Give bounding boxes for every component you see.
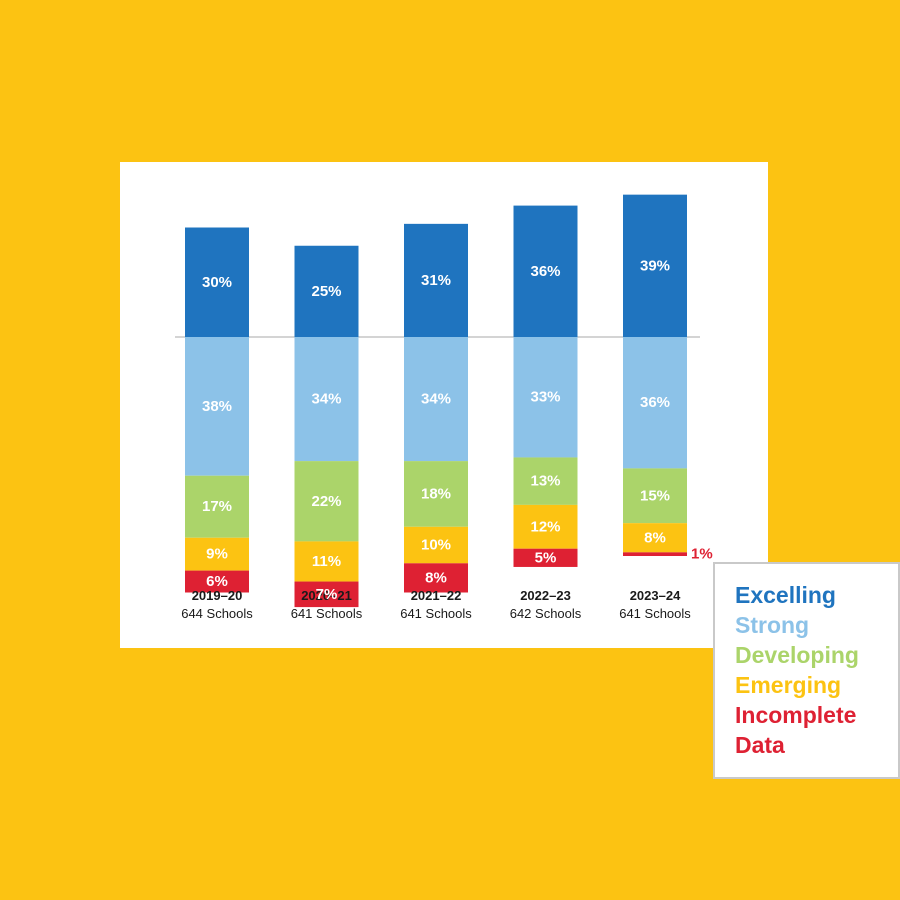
x-tick-sublabel: 644 Schools [181, 606, 253, 621]
bar-excelling-2022–23 [513, 205, 578, 337]
data-label-developing-2022–23: 13% [530, 473, 560, 490]
bar-developing-2020–21 [294, 461, 359, 542]
legend-item-data: Data [735, 732, 785, 758]
data-label-emerging-2021–22: 10% [421, 537, 451, 554]
data-label-incomplete-data-2019–20: 6% [206, 573, 228, 590]
bar-incomplete-data-2022–23 [513, 548, 578, 567]
bar-developing-2021–22 [404, 461, 468, 527]
x-tick-sublabel: 641 Schools [291, 606, 363, 621]
bar-emerging-2020–21 [294, 541, 359, 582]
data-label-developing-2019–20: 17% [202, 498, 232, 515]
bar-emerging-2022–23 [513, 504, 578, 549]
x-tick-label: 2019–20 [192, 588, 243, 603]
chart-panel: 2019–20 644 Schools 2020–21 641 Schools 2021… [120, 162, 768, 648]
data-label-incomplete-data-2022–23: 5% [535, 549, 557, 566]
bar-developing-2023–24 [623, 468, 687, 524]
bar-strong-2022–23 [513, 337, 578, 458]
bar-strong-2020–21 [294, 337, 359, 462]
bar-strong-2019–20 [185, 337, 249, 476]
bar-incomplete-data-2023–24 [623, 552, 687, 556]
x-tick-label: 2021–22 [411, 588, 462, 603]
x-tick-sublabel: 641 Schools [619, 606, 691, 621]
legend: Excelling Strong Developing Emerging Inc… [713, 562, 900, 779]
bar-excelling-2023–24 [623, 194, 687, 337]
data-label-excelling-2020–21: 25% [311, 283, 341, 300]
bar-emerging-2019–20 [185, 537, 249, 571]
data-label-incomplete-data-2023–24: 1% [691, 546, 713, 563]
data-label-excelling-2023–24: 39% [640, 257, 670, 274]
x-tick-label: 2023–24 [630, 588, 681, 603]
legend-item-emerging: Emerging [735, 672, 842, 698]
data-label-strong-2023–24: 36% [640, 394, 670, 411]
data-label-strong-2019–20: 38% [202, 398, 232, 415]
bar-incomplete-data-2021–22 [404, 563, 468, 593]
data-label-incomplete-data-2021–22: 8% [425, 569, 447, 586]
bar-excelling-2019–20 [185, 227, 249, 337]
bar-developing-2022–23 [513, 457, 578, 505]
bar-developing-2019–20 [185, 475, 249, 538]
bar-strong-2023–24 [623, 337, 687, 469]
stacked-bar-chart: 2019–20 644 Schools 2020–21 641 Schools 2021… [175, 194, 713, 621]
x-tick-label: 2020–21 [301, 588, 352, 603]
data-label-developing-2021–22: 18% [421, 485, 451, 502]
bar-incomplete-data-2020–21 [294, 581, 359, 608]
data-label-emerging-2023–24: 8% [644, 529, 666, 546]
data-label-excelling-2021–22: 31% [421, 272, 451, 289]
bar-emerging-2021–22 [404, 526, 468, 564]
data-label-strong-2021–22: 34% [421, 391, 451, 408]
data-label-incomplete-data-2020–21: 7% [316, 586, 338, 603]
data-label-strong-2022–23: 33% [530, 389, 560, 406]
data-label-emerging-2019–20: 9% [206, 546, 228, 563]
data-label-strong-2020–21: 34% [311, 391, 341, 408]
legend-item-excelling: Excelling [735, 582, 836, 608]
x-tick-sublabel: 641 Schools [400, 606, 472, 621]
bar-excelling-2021–22 [404, 223, 468, 337]
data-label-developing-2023–24: 15% [640, 487, 670, 504]
legend-item-incomplete: Incomplete [735, 702, 857, 728]
data-label-emerging-2022–23: 12% [530, 518, 560, 535]
bar-excelling-2020–21 [294, 245, 359, 337]
data-label-excelling-2022–23: 36% [530, 263, 560, 280]
legend-item-developing: Developing [735, 642, 859, 668]
bar-incomplete-data-2019–20 [185, 570, 249, 593]
x-tick-label: 2022–23 [520, 588, 571, 603]
data-label-developing-2020–21: 22% [311, 493, 341, 510]
bar-emerging-2023–24 [623, 523, 687, 553]
data-label-excelling-2019–20: 30% [202, 274, 232, 291]
bar-strong-2021–22 [404, 337, 468, 462]
data-label-emerging-2020–21: 11% [312, 553, 341, 570]
x-tick-sublabel: 642 Schools [510, 606, 582, 621]
legend-item-strong: Strong [735, 612, 810, 638]
